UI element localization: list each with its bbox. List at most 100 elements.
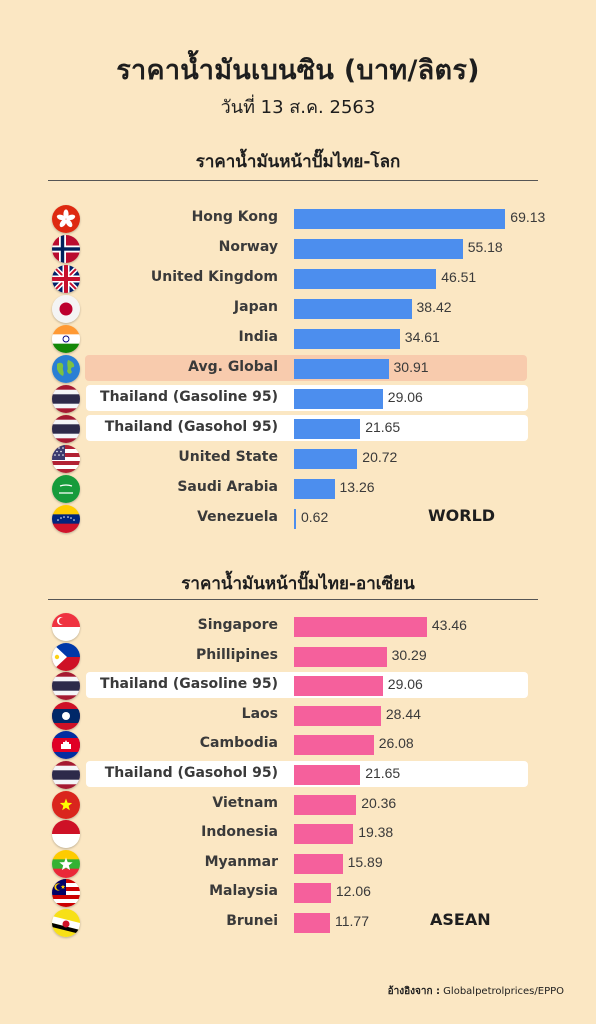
th-flag-icon bbox=[52, 761, 80, 789]
bar-mark bbox=[294, 705, 381, 726]
asean-bar-row: Phillipines 30.29 bbox=[0, 642, 596, 671]
bar-category-label: Norway bbox=[218, 239, 278, 255]
bar-value-label: 43.46 bbox=[431, 617, 467, 633]
asean-bar-row: Thailand (Gasohol 95) 21.65 bbox=[0, 761, 596, 789]
bar-category-label: Thailand (Gasoline 95) bbox=[100, 389, 278, 405]
bar-mark bbox=[294, 794, 357, 815]
world-bar-row: Avg. Global 30.91 bbox=[0, 355, 596, 383]
uk-flag-icon bbox=[52, 265, 80, 293]
bar-value-label: 30.29 bbox=[391, 646, 427, 663]
asean-bar-row: Vietnam 20.36 bbox=[0, 790, 596, 819]
world-bar-row: Thailand (Gasoline 95) 29.06 bbox=[0, 385, 596, 413]
th-flag-icon bbox=[52, 385, 80, 413]
no-flag-icon bbox=[52, 235, 80, 263]
bar-mark bbox=[294, 617, 427, 637]
bar-mark bbox=[294, 883, 331, 904]
bar-category-label: Thailand (Gasohol 95) bbox=[104, 765, 278, 781]
my-flag-icon bbox=[52, 879, 80, 908]
bar-value-label: 13.26 bbox=[339, 479, 375, 495]
asean-bar-row: Singapore 43.46 bbox=[0, 613, 596, 641]
bar-category-label: Brunei bbox=[226, 913, 278, 929]
bar-mark bbox=[294, 479, 335, 499]
bar-category-label: Venezuela bbox=[197, 509, 278, 525]
bar-value-label: 46.51 bbox=[441, 269, 477, 285]
bar-category-label: Indonesia bbox=[201, 824, 278, 841]
jp-flag-icon bbox=[52, 295, 80, 323]
world-section-title: ราคาน้ำมันหน้าปั๊มไทย-โลก bbox=[195, 152, 401, 172]
th-flag-icon bbox=[52, 672, 80, 701]
mm-flag-icon bbox=[52, 849, 80, 878]
asean-bar-row: Cambodia 26.08 bbox=[0, 731, 596, 760]
asean-bar-row: Thailand (Gasoline 95) 29.06 bbox=[0, 672, 596, 701]
bar-value-label: 30.91 bbox=[393, 359, 429, 375]
bar-value-label: 20.36 bbox=[361, 794, 397, 811]
asean-bar-row: Laos 28.44 bbox=[0, 701, 596, 730]
bar-mark bbox=[294, 359, 389, 379]
bar-value-label: 26.08 bbox=[378, 735, 414, 752]
bar-mark bbox=[294, 853, 343, 874]
sg-flag-icon bbox=[52, 613, 80, 641]
world-bar-row: Norway 55.18 bbox=[0, 235, 596, 263]
bar-value-label: 12.06 bbox=[335, 883, 371, 900]
asean-tag: ASEAN bbox=[430, 910, 491, 929]
bar-category-label: Laos bbox=[241, 705, 278, 722]
bar-value-label: 29.06 bbox=[387, 389, 423, 405]
bar-mark bbox=[294, 419, 361, 439]
bar-category-label: Myanmar bbox=[204, 853, 278, 870]
bar-mark bbox=[294, 239, 463, 259]
kh-flag-icon bbox=[52, 731, 80, 760]
bar-mark bbox=[294, 389, 383, 409]
bar-mark bbox=[294, 765, 361, 785]
bar-value-label: 29.06 bbox=[387, 676, 423, 693]
bar-category-label: Thailand (Gasohol 95) bbox=[104, 419, 278, 435]
bar-mark bbox=[294, 676, 383, 697]
ve-flag-icon bbox=[52, 505, 80, 533]
asean-divider bbox=[48, 599, 538, 600]
bar-value-label: 34.61 bbox=[404, 329, 440, 345]
asean-section-title: ราคาน้ำมันหน้าปั๊มไทย-อาเซียน bbox=[181, 574, 415, 594]
bar-value-label: 11.77 bbox=[335, 913, 369, 929]
asean-bar-row: Malaysia 12.06 bbox=[0, 879, 596, 908]
sa-flag-icon bbox=[52, 475, 80, 503]
bar-category-label: Avg. Global bbox=[188, 359, 278, 375]
globe-icon bbox=[52, 355, 80, 383]
bar-mark bbox=[294, 209, 506, 229]
bar-category-label: Hong Kong bbox=[191, 209, 278, 225]
world-divider bbox=[48, 180, 538, 181]
bar-value-label: 21.65 bbox=[365, 765, 401, 781]
in-flag-icon bbox=[52, 325, 80, 353]
source-label: อ้างอิงจาก : bbox=[387, 986, 440, 997]
bar-value-label: 20.72 bbox=[362, 449, 398, 465]
source-text: Globalpetrolprices/EPPO bbox=[443, 986, 564, 997]
source-credit: อ้างอิงจาก : Globalpetrolprices/EPPO bbox=[388, 984, 564, 999]
bar-mark bbox=[294, 824, 354, 845]
vn-flag-icon bbox=[52, 790, 80, 819]
chart-date-subtitle: วันที่ 13 ส.ค. 2563 bbox=[220, 97, 376, 118]
bar-mark bbox=[294, 735, 374, 756]
world-tag: WORLD bbox=[428, 506, 496, 525]
world-bar-row: Hong Kong 69.13 bbox=[0, 205, 596, 233]
id-flag-icon bbox=[52, 820, 80, 849]
hk-flag-icon bbox=[52, 205, 80, 233]
world-bar-row: Japan 38.42 bbox=[0, 295, 596, 323]
bar-category-label: Malaysia bbox=[209, 883, 278, 900]
bar-category-label: Vietnam bbox=[212, 794, 278, 811]
asean-bar-row: Indonesia 19.38 bbox=[0, 820, 596, 849]
bar-mark bbox=[294, 449, 358, 469]
bn-flag-icon bbox=[52, 909, 80, 937]
bar-category-label: Japan bbox=[233, 299, 278, 315]
bar-category-label: Thailand (Gasoline 95) bbox=[100, 676, 278, 693]
bar-category-label: United State bbox=[178, 449, 278, 465]
bar-value-label: 38.42 bbox=[416, 299, 452, 315]
chart-main-title: ราคาน้ำมันเบนซิน (บาท/ลิตร) bbox=[116, 55, 480, 86]
us-flag-icon bbox=[52, 445, 80, 473]
la-flag-icon bbox=[52, 701, 80, 730]
bar-value-label: 69.13 bbox=[510, 209, 546, 225]
world-bar-row: United Kingdom 46.51 bbox=[0, 265, 596, 293]
bar-value-label: 0.62 bbox=[301, 509, 329, 525]
bar-mark bbox=[294, 646, 387, 667]
bar-category-label: United Kingdom bbox=[150, 269, 278, 285]
bar-category-label: Cambodia bbox=[199, 735, 278, 752]
world-bar-row: United State 20.72 bbox=[0, 445, 596, 473]
